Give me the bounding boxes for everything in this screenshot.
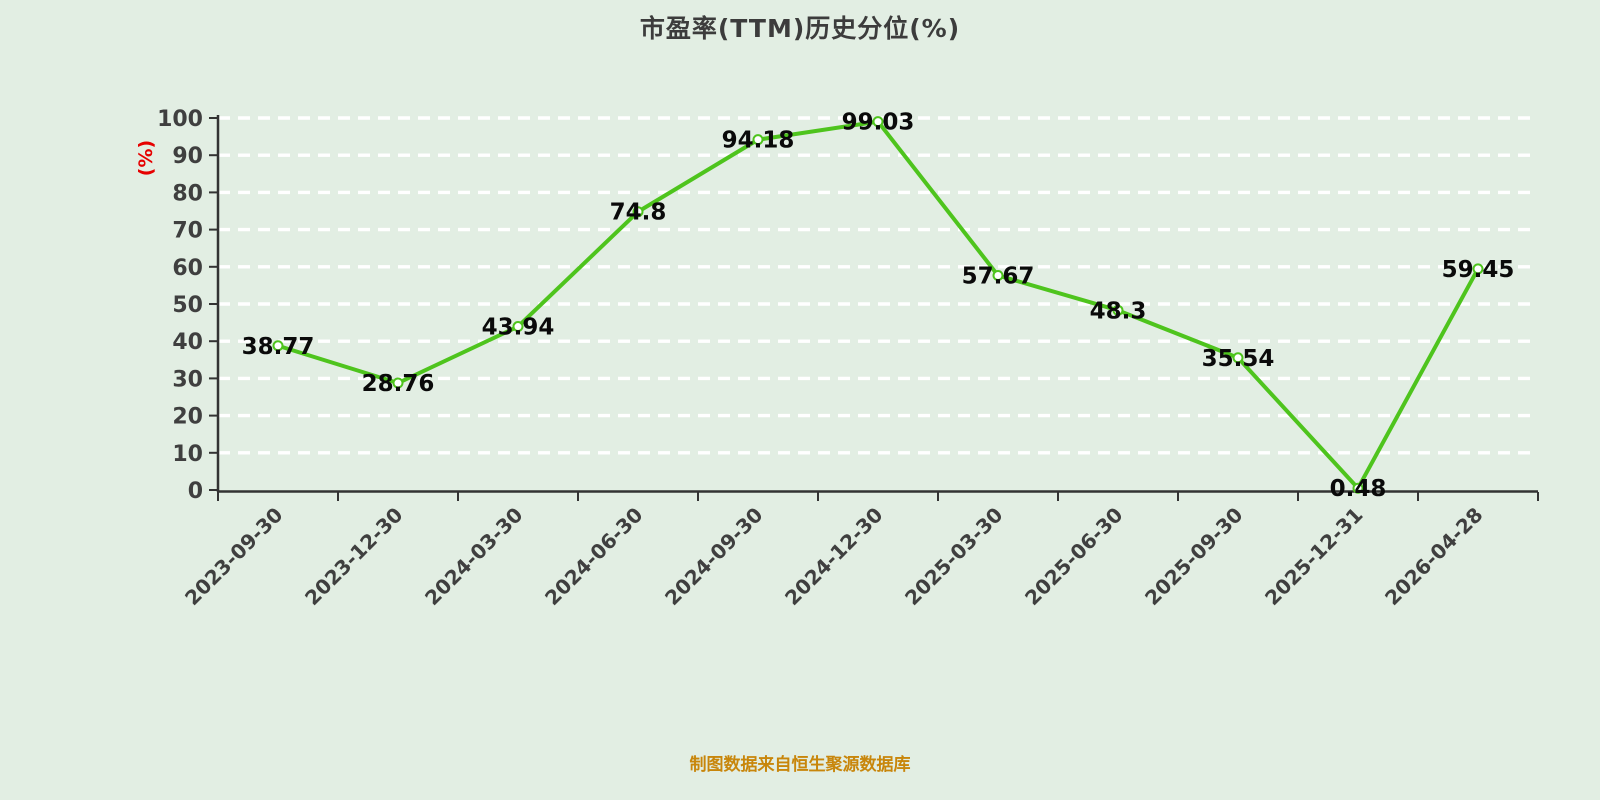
data-point bbox=[632, 206, 644, 218]
data-point-label: 59.45 bbox=[1442, 257, 1515, 283]
x-axis-label: 2024-06-30 bbox=[540, 503, 647, 610]
data-point-label: 0.48 bbox=[1330, 476, 1387, 502]
data-point bbox=[512, 321, 524, 333]
x-axis-label: 2024-12-30 bbox=[780, 503, 887, 610]
data-point-label: 57.67 bbox=[962, 263, 1035, 289]
x-axis-label: 2025-09-30 bbox=[1140, 503, 1247, 610]
data-point bbox=[272, 340, 284, 352]
y-axis-tick-label: 60 bbox=[172, 256, 203, 281]
y-axis-tick-label: 0 bbox=[188, 479, 203, 504]
y-axis-tick-label: 100 bbox=[157, 107, 203, 132]
data-point bbox=[1472, 263, 1484, 275]
data-point-label: 48.3 bbox=[1090, 298, 1147, 324]
x-axis-label: 2025-06-30 bbox=[1020, 503, 1127, 610]
x-axis-label: 2024-03-30 bbox=[420, 503, 527, 610]
data-point-label: 94.18 bbox=[722, 128, 795, 154]
data-point-label: 35.54 bbox=[1202, 346, 1275, 372]
y-axis-tick-label: 80 bbox=[172, 181, 203, 206]
data-point-label: 38.77 bbox=[242, 334, 315, 360]
data-point bbox=[1232, 352, 1244, 364]
data-point-label: 99.03 bbox=[842, 110, 915, 136]
data-point bbox=[872, 116, 884, 128]
y-axis-name: (%) bbox=[135, 140, 157, 176]
x-axis-label: 2025-12-31 bbox=[1260, 503, 1367, 610]
data-point bbox=[1112, 304, 1124, 316]
y-axis-tick-label: 20 bbox=[172, 405, 203, 430]
y-axis-tick-label: 30 bbox=[172, 367, 203, 392]
x-axis-label: 2023-12-30 bbox=[300, 503, 407, 610]
data-point-label: 43.94 bbox=[482, 315, 555, 341]
x-axis-label: 2024-09-30 bbox=[660, 503, 767, 610]
y-axis-tick-label: 70 bbox=[172, 219, 203, 244]
data-point-label: 74.8 bbox=[610, 200, 667, 226]
chart-title: 市盈率(TTM)历史分位(%) bbox=[639, 14, 961, 43]
data-point bbox=[1352, 482, 1364, 494]
x-axis-label: 2026-04-28 bbox=[1380, 503, 1487, 610]
x-axis-label: 2025-03-30 bbox=[900, 503, 1007, 610]
x-axis-label: 2023-09-30 bbox=[180, 503, 287, 610]
data-source-note: 制图数据来自恒生聚源数据库 bbox=[689, 755, 911, 775]
y-axis-tick-label: 10 bbox=[172, 442, 203, 467]
data-point-label: 28.76 bbox=[362, 371, 435, 397]
y-axis-tick-label: 40 bbox=[172, 330, 203, 355]
y-axis-tick-label: 50 bbox=[172, 293, 203, 318]
data-point bbox=[392, 377, 404, 389]
data-point bbox=[752, 134, 764, 146]
y-axis-tick-label: 90 bbox=[172, 144, 203, 169]
data-point bbox=[992, 269, 1004, 281]
